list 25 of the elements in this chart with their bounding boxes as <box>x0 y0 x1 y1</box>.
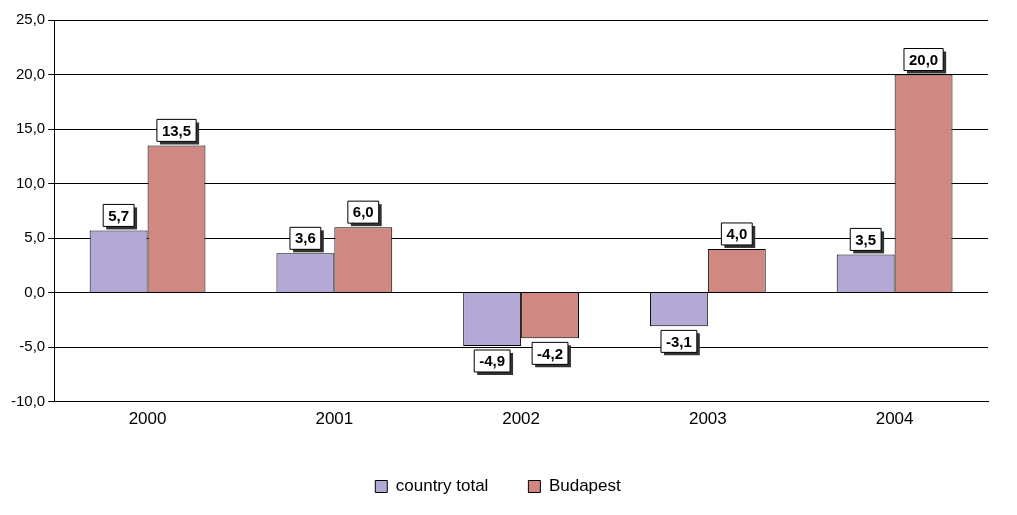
data-label: 4,0 <box>726 225 748 243</box>
x-tick-label: 2003 <box>688 409 727 429</box>
data-label: -4,9 <box>479 352 506 370</box>
y-tick-label: 20,0 <box>15 64 46 82</box>
x-tick-label: 2002 <box>502 409 541 429</box>
x-tick-label: 2000 <box>128 409 167 429</box>
legend-label: country total <box>395 476 489 496</box>
y-tick-label: -10,0 <box>10 391 46 409</box>
x-tick-label: 2004 <box>875 409 914 429</box>
y-tick-label: 25,0 <box>15 10 46 28</box>
data-label: 13,5 <box>161 121 192 139</box>
data-label: 3,5 <box>855 230 877 248</box>
legend-label: Budapest <box>548 476 621 496</box>
data-label: 6,0 <box>352 203 374 221</box>
data-label: 5,7 <box>108 206 130 224</box>
y-tick-label: 15,0 <box>15 119 46 137</box>
y-tick-label: 0,0 <box>24 282 46 300</box>
data-label: -4,2 <box>537 344 563 362</box>
y-tick-label: -5,0 <box>19 337 46 355</box>
y-tick-label: 5,0 <box>24 228 46 246</box>
data-label: -3,1 <box>665 332 692 350</box>
y-tick-label: 10,0 <box>15 173 46 191</box>
data-label: 20,0 <box>908 50 939 68</box>
data-label: 3,6 <box>294 229 316 247</box>
x-tick-label: 2001 <box>315 409 354 429</box>
